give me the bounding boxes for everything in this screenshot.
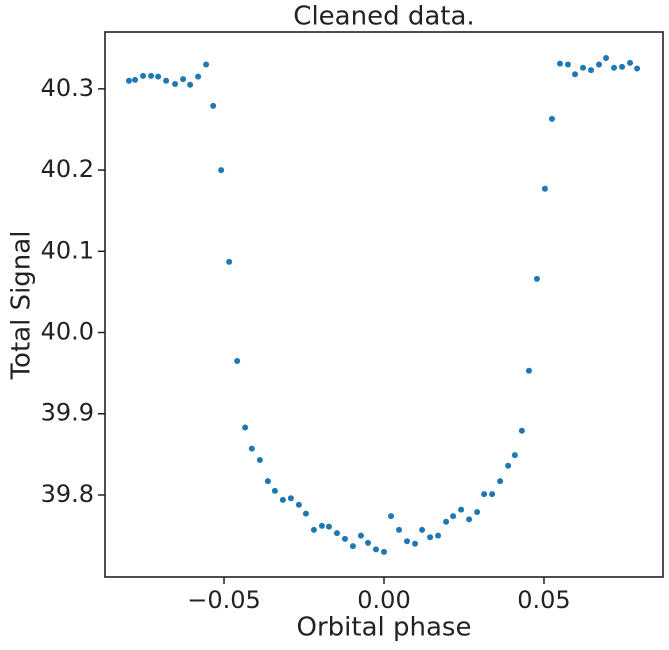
point [279,496,286,503]
point [218,167,225,174]
x-tick-label: −0.05 [187,586,261,614]
point [163,77,170,84]
point [580,64,587,71]
point [234,357,241,364]
point [318,522,325,529]
y-tick-label: 40.0 [41,318,94,346]
point [427,534,434,541]
point [325,523,332,530]
point [564,61,571,68]
point [256,457,263,464]
point [458,506,465,513]
point [419,526,426,533]
point [210,102,217,109]
y-tick-label: 40.3 [41,74,94,102]
point [195,73,202,80]
point [172,80,179,87]
point [349,543,356,550]
point [548,115,555,122]
x-tick-label: 0.00 [357,586,410,614]
y-tick-label: 39.9 [41,399,94,427]
point [271,487,278,494]
point [310,526,317,533]
point [412,540,419,547]
plot-frame [104,31,664,578]
point [155,73,162,80]
y-tick-label: 40.2 [41,155,94,183]
point [226,258,233,265]
point [242,424,249,431]
point [248,445,255,452]
point [373,546,380,553]
point [497,478,504,485]
point [541,185,548,192]
chart-title: Cleaned data. [293,2,474,32]
y-tick-label: 39.8 [41,480,94,508]
point [132,76,139,83]
point [474,509,481,516]
point [295,501,302,508]
point [525,367,532,374]
point [187,81,194,88]
y-axis-label: Total Signal [7,231,37,381]
point [388,513,395,520]
point [203,61,210,68]
point [466,516,473,523]
point [302,510,309,517]
point [443,518,450,525]
point [125,77,132,84]
point [450,513,457,520]
point [634,65,641,72]
point [518,427,525,434]
point [287,495,294,502]
point [396,526,403,533]
point [505,462,512,469]
y-tick-label: 40.1 [41,236,94,264]
point [365,539,372,546]
point [357,532,364,539]
point [148,72,155,79]
point [511,452,518,459]
point [404,538,411,545]
point [556,60,563,67]
point [588,67,595,74]
point [611,64,618,71]
point [435,532,442,539]
point [533,275,540,282]
point [180,76,187,83]
point [333,530,340,537]
point [619,63,626,70]
point [603,54,610,61]
point [489,491,496,498]
point [627,59,634,66]
point [381,548,387,555]
x-tick-label: 0.05 [517,586,570,614]
point [481,491,488,498]
point [140,72,147,79]
point [596,61,603,68]
x-axis-label: Orbital phase [297,613,472,643]
point [341,535,348,542]
point [264,478,271,485]
point [572,71,579,78]
